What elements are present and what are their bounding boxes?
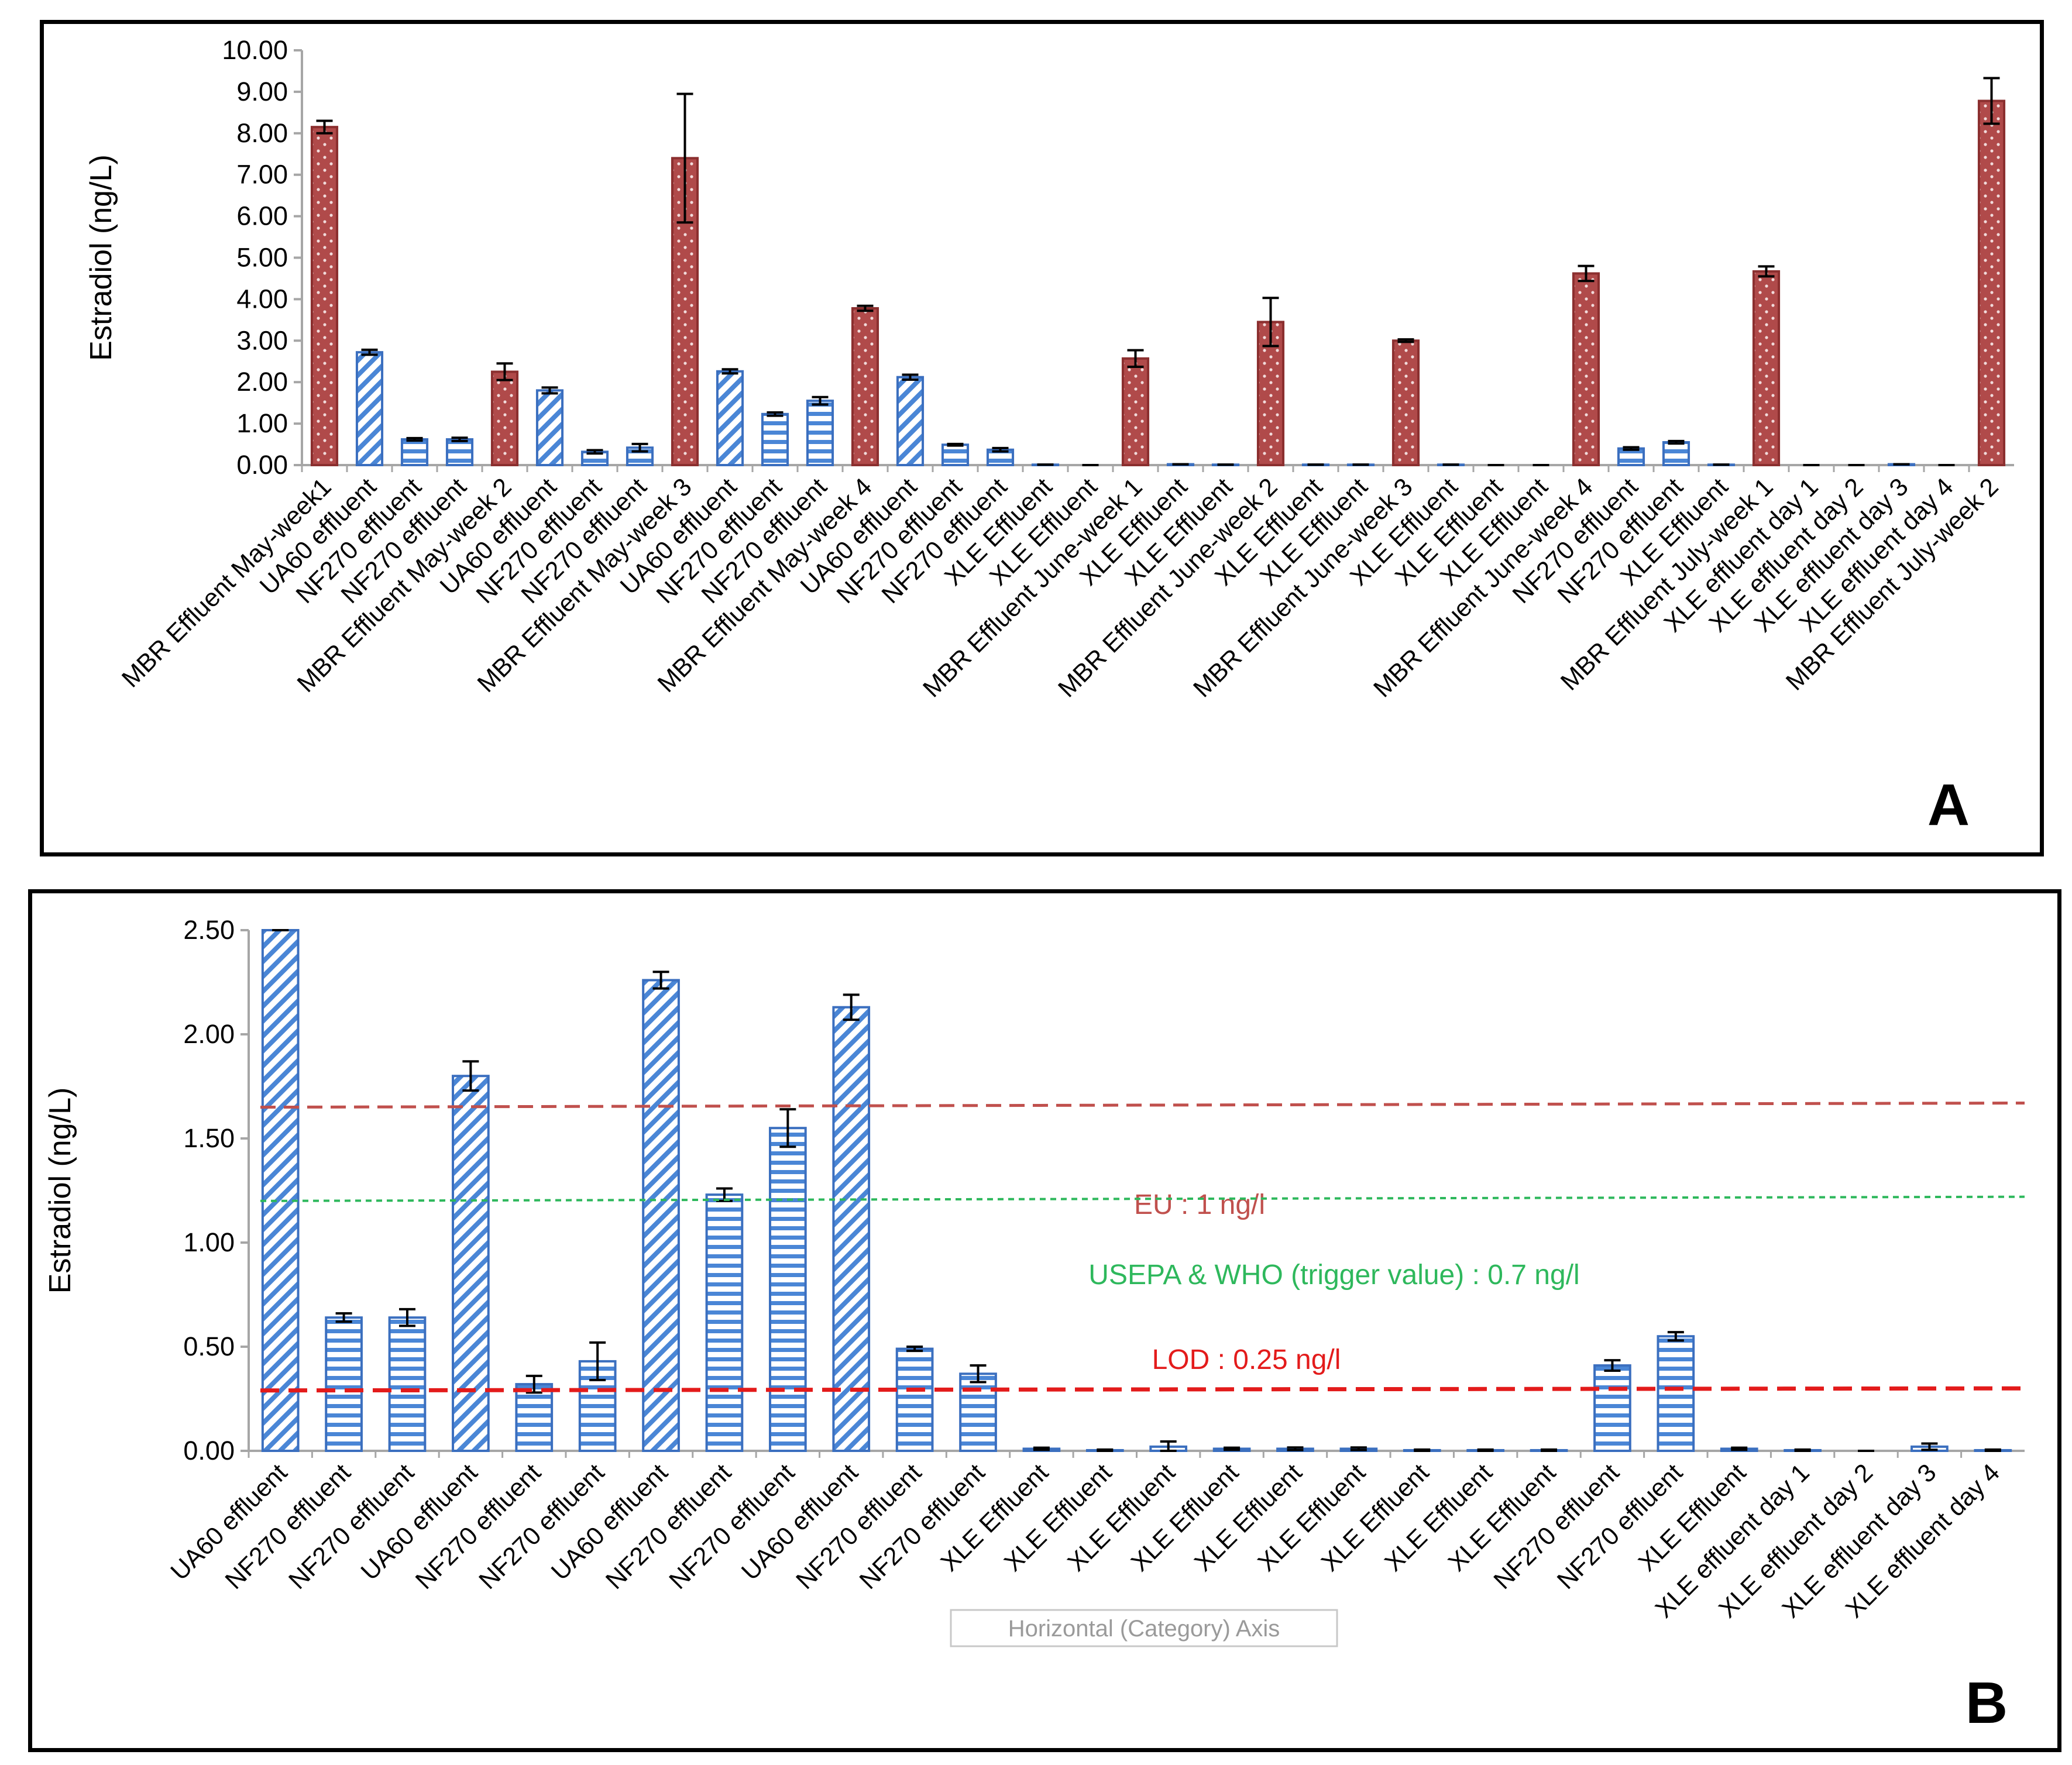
chart-a-y-tick-label: 5.00 [236,243,288,273]
chart-b-bar [895,1347,934,1453]
chart-b-ref-line-eu [260,1101,2025,1109]
chart-a-bar [310,126,339,467]
chart-b-bar [452,1075,490,1452]
chart-a-y-tick-label: 9.00 [236,77,288,106]
chart-a-bar [355,351,384,466]
chart-b-bar [832,1006,871,1452]
chart-a-y-tick-label: 2.00 [236,367,288,397]
chart-a-bar [1752,270,1781,466]
chart-b-y-tick-label: 1.00 [183,1227,235,1257]
chart-a-bar [941,443,970,466]
chart-b-bar [1593,1364,1631,1453]
chart-b-y-tick-label: 2.00 [183,1019,235,1049]
chart-b-panel-letter: B [1966,1670,2008,1736]
chart-b-y-axis-title: Estradiol (ng/L) [43,1088,77,1294]
chart-a-bar [445,438,474,466]
chart-b-bar [642,979,680,1452]
chart-a-y-tick-label: 7.00 [236,160,288,190]
chart-b-y-tick-label: 1.50 [183,1123,235,1153]
chart-a-bar [490,370,519,466]
chart-a-y-tick-label: 4.00 [236,284,288,314]
chart-a-panel-letter: A [1927,772,1970,838]
chart-a-bar [806,400,834,466]
chart-b-bar [1657,1335,1695,1452]
chart-a-y-tick-label: 8.00 [236,118,288,148]
chart-a-bar [761,412,789,467]
chart-a-y-tick-label: 1.00 [236,408,288,438]
chart-a-bar [535,389,564,467]
chart-b-bar [261,929,300,1452]
chart-b-bar [705,1193,744,1452]
chart-b-tooltip-text: Horizontal (Category) Axis [1008,1616,1280,1642]
chart-b-ref-label-eu: EU : 1 ng/l [1134,1189,1265,1220]
chart-b-bar [515,1383,554,1453]
chart-a-bar [1617,447,1645,467]
chart-a-y-tick-label: 10.00 [222,35,288,65]
chart-a-y-axis-title: Estradiol (ng/L) [84,154,118,361]
chart-b-ref-label-lod: LOD : 0.25 ng/l [1152,1344,1341,1375]
chart-b-bar [959,1372,997,1453]
chart-b-axis-tooltip: Horizontal (Category) Axis [950,1609,1338,1647]
chart-b-y-tick-label: 0.50 [183,1332,235,1361]
chart-a-bar [851,307,879,466]
chart-a-bar [1121,357,1150,466]
chart-b-y-tick-label: 2.50 [183,915,235,945]
chart-a-bar [1572,272,1600,466]
chart-b-bar [325,1316,363,1452]
chart-a-bar [1391,339,1420,466]
chart-a-bar [1662,441,1690,467]
chart-b-bar [388,1316,427,1452]
chart-b-tooltip-box [950,1609,1338,1647]
chart-a-y-tick-label: 6.00 [236,201,288,231]
chart-a-bar [896,376,925,467]
chart-a-bar [1977,99,2006,467]
chart-b-ref-label-usepa: USEPA & WHO (trigger value) : 0.7 ng/l [1088,1260,1579,1291]
chart-a-y-tick-label: 3.00 [236,325,288,355]
chart-a-bar [400,438,429,466]
chart-panel-b [28,889,2061,1752]
chart-a-bar [716,370,744,466]
chart-a-y-tick-label: 0.00 [236,450,288,480]
chart-b-ref-line-lod [260,1386,2025,1393]
chart-b-y-tick-label: 0.00 [183,1436,235,1465]
chart-b-bar [768,1127,807,1452]
